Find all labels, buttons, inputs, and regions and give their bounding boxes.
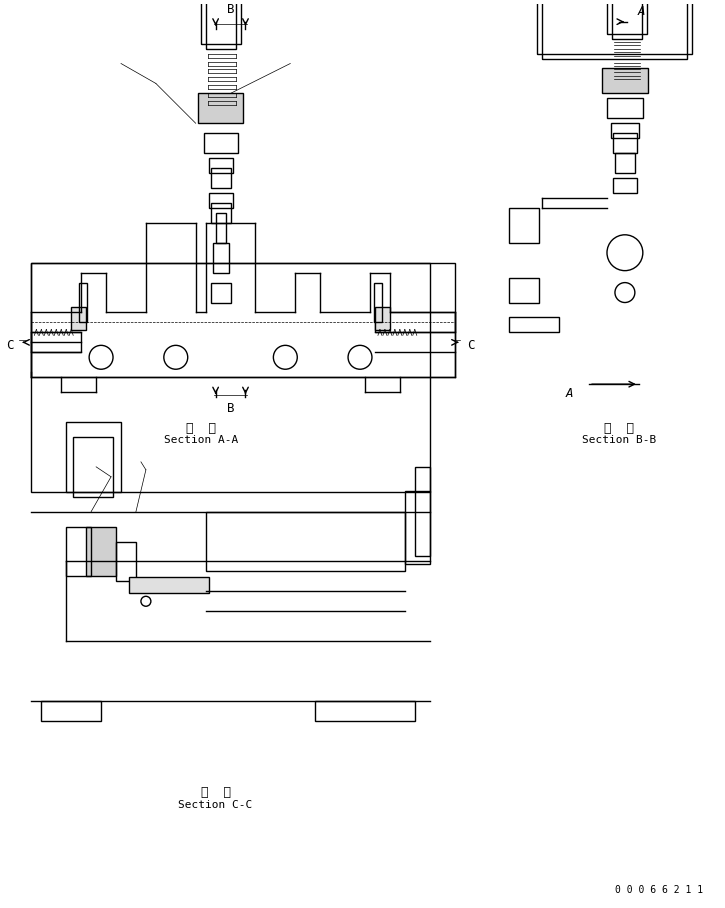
Bar: [201, 0, 241, 44]
Bar: [510, 318, 559, 332]
Text: C: C: [6, 339, 14, 351]
Bar: [31, 262, 430, 492]
Bar: [415, 467, 430, 557]
Bar: [66, 422, 121, 492]
Text: 断  面: 断 面: [604, 422, 634, 435]
Text: Section A-A: Section A-A: [164, 435, 238, 445]
Bar: [510, 208, 539, 242]
Bar: [613, 178, 637, 193]
Bar: [209, 193, 233, 208]
Text: 断  面: 断 面: [186, 422, 215, 435]
Text: 0 0 0 6 6 2 1 1: 0 0 0 6 6 2 1 1: [615, 885, 703, 895]
Bar: [211, 282, 231, 302]
Bar: [66, 527, 91, 577]
Bar: [607, 98, 643, 118]
Bar: [211, 168, 231, 188]
Bar: [374, 282, 382, 322]
Bar: [537, 0, 692, 54]
Bar: [198, 94, 244, 123]
Text: B: B: [227, 402, 234, 415]
Bar: [79, 282, 87, 322]
Bar: [31, 262, 455, 377]
Text: C: C: [468, 339, 475, 351]
Bar: [542, 0, 687, 58]
Bar: [405, 490, 430, 565]
Bar: [612, 0, 642, 39]
Bar: [86, 527, 116, 577]
Bar: [375, 312, 455, 332]
Bar: [206, 511, 405, 571]
Bar: [375, 307, 390, 331]
Bar: [510, 278, 539, 302]
Bar: [206, 0, 236, 48]
Bar: [71, 307, 86, 331]
Bar: [602, 68, 648, 94]
Bar: [212, 242, 228, 272]
Bar: [613, 133, 637, 153]
Bar: [204, 133, 238, 153]
Bar: [41, 701, 101, 721]
Bar: [209, 158, 233, 173]
Text: Section C-C: Section C-C: [178, 801, 253, 811]
Bar: [315, 701, 415, 721]
Bar: [116, 541, 136, 581]
Bar: [211, 202, 231, 222]
Text: 断  面: 断 面: [201, 785, 231, 798]
Bar: [611, 123, 639, 138]
Text: Section B-B: Section B-B: [581, 435, 656, 445]
Text: B: B: [227, 3, 234, 15]
Bar: [73, 437, 113, 497]
Bar: [31, 332, 81, 352]
Bar: [215, 212, 225, 242]
Text: A: A: [566, 387, 573, 400]
Bar: [615, 153, 635, 173]
Text: A: A: [638, 5, 645, 17]
Bar: [607, 0, 647, 34]
Bar: [129, 577, 209, 593]
